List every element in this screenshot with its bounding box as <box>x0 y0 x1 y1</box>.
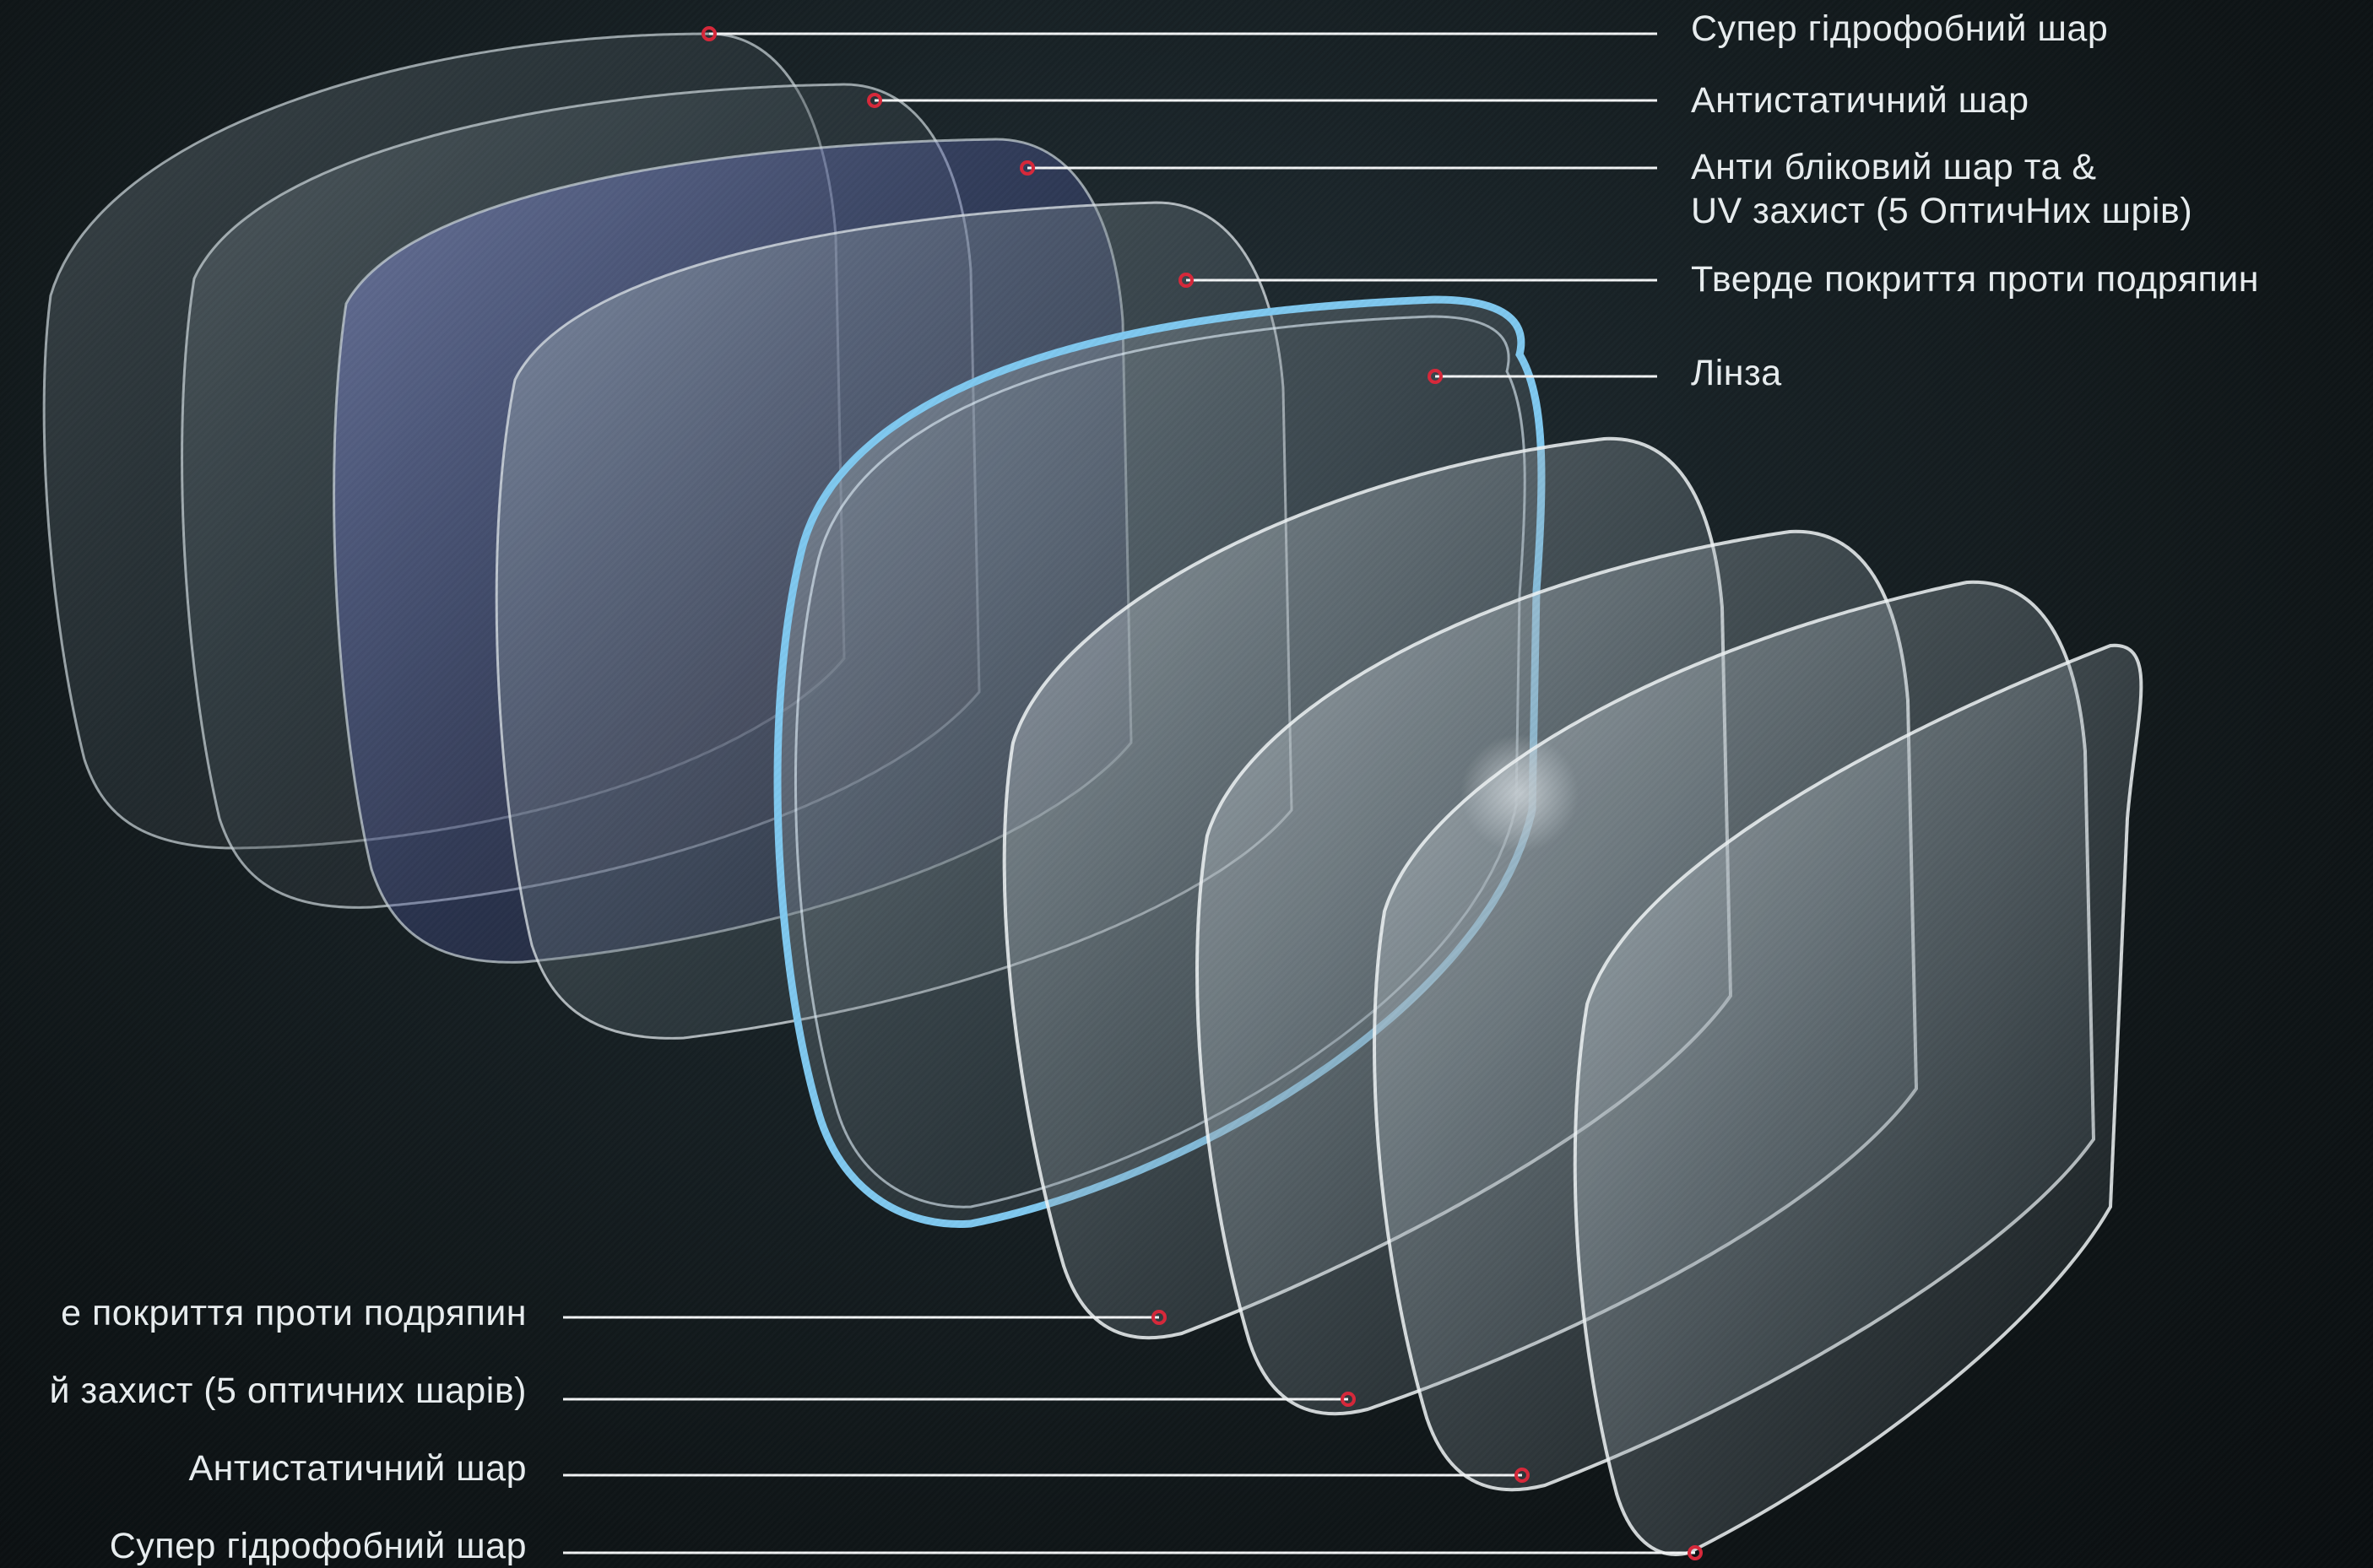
label-text: Тверде покриття проти подряпин <box>1691 259 2260 300</box>
label-text: Супер гідрофобний шар <box>109 1526 527 1566</box>
label-text: Лінза <box>1691 353 1782 393</box>
label-lens: Лінза <box>1691 351 1782 395</box>
label-antistatic-top: Антистатичний шар <box>1691 78 2029 122</box>
marker-upper-4 <box>1178 273 1194 288</box>
label-text: Антистатичний шар <box>1691 80 2029 121</box>
label-text-line-1: Анти бліковий шар та & <box>1691 147 2097 187</box>
hydrophobic-layer-front <box>1573 643 2143 1556</box>
marker-lower-3 <box>1514 1468 1530 1483</box>
label-super-hydrophobic-top: Супер гідрофобний шар <box>1691 7 2108 51</box>
label-text: е покриття проти подряпин <box>61 1293 527 1333</box>
marker-lower-2 <box>1341 1392 1356 1407</box>
marker-upper-2 <box>867 93 882 108</box>
label-text: Антистатичний шар <box>188 1448 527 1489</box>
lower-leaders <box>563 1316 1695 1554</box>
label-hard-coat-top: Тверде покриття проти подряпин <box>1691 257 2259 301</box>
upper-markers <box>702 26 1443 384</box>
marker-lower-4 <box>1688 1545 1703 1560</box>
marker-upper-5 <box>1428 369 1443 384</box>
label-text: й захист (5 оптичних шарів) <box>49 1371 527 1411</box>
marker-upper-3 <box>1020 160 1035 176</box>
label-super-hydrophobic-bottom: Супер гідрофобний шар <box>110 1524 527 1568</box>
marker-upper-1 <box>702 26 717 41</box>
label-uv-protection-bottom: й захист (5 оптичних шарів) <box>49 1369 527 1413</box>
lower-markers <box>1151 1310 1703 1560</box>
label-hard-coat-bottom: е покриття проти подряпин <box>61 1291 527 1335</box>
label-text-line-2: UV захист (5 ОптичНих шрів) <box>1691 191 2193 231</box>
label-antistatic-bottom: Антистатичний шар <box>189 1446 528 1490</box>
marker-lower-1 <box>1151 1310 1167 1325</box>
label-text: Супер гідрофобний шар <box>1691 8 2109 49</box>
upper-leaders <box>709 32 1657 378</box>
label-anti-glare-top: Анти бліковий шар та & UV захист (5 Опти… <box>1691 145 2192 233</box>
